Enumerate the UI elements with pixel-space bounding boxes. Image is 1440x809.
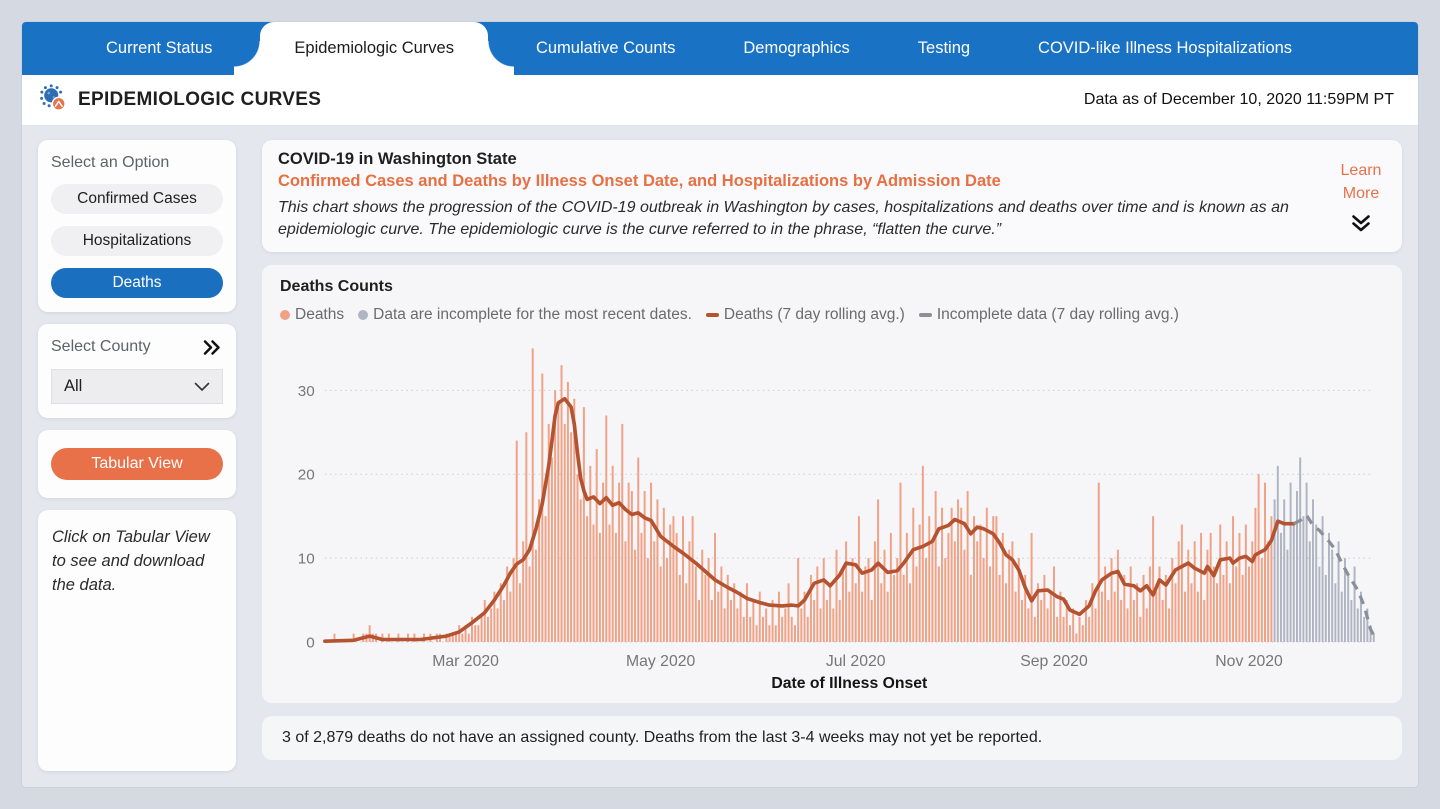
- tabular-view-button[interactable]: Tabular View: [51, 448, 223, 480]
- svg-text:Nov 2020: Nov 2020: [1215, 653, 1283, 670]
- county-selector-card: Select County All: [38, 324, 236, 418]
- select-option-label: Select an Option: [51, 154, 170, 171]
- legend-item: Data are incomplete for the most recent …: [358, 306, 692, 324]
- tab-epidemiologic-curves[interactable]: Epidemiologic Curves: [234, 22, 514, 75]
- legend-item: Deaths: [280, 306, 344, 324]
- page-header: EPIDEMIOLOGIC CURVES Data as of December…: [22, 75, 1418, 126]
- svg-text:20: 20: [298, 467, 315, 484]
- tab-cumulative-counts[interactable]: Cumulative Counts: [535, 39, 676, 57]
- tab-demographics[interactable]: Demographics: [743, 39, 850, 57]
- tab-current-status[interactable]: Current Status: [106, 39, 213, 57]
- chart-footnote: 3 of 2,879 deaths do not have an assigne…: [262, 715, 1402, 760]
- svg-text:Sep 2020: Sep 2020: [1020, 653, 1088, 670]
- svg-text:Mar 2020: Mar 2020: [432, 653, 499, 670]
- legend-item: Deaths (7 day rolling avg.): [705, 306, 905, 324]
- chevron-down-icon: [194, 382, 210, 392]
- double-chevron-right-icon[interactable]: [202, 339, 223, 356]
- dashboard-window: Current Status Epidemiologic Curves Cumula…: [22, 22, 1418, 787]
- svg-text:10: 10: [298, 551, 315, 568]
- chart-title: Deaths Counts: [280, 277, 393, 295]
- report-subtitle: Confirmed Cases and Deaths by Illness On…: [278, 172, 1001, 190]
- sidebar: Select an Option Confirmed Cases Hospital…: [38, 140, 236, 771]
- data-as-of-label: Data as of December 10, 2020 11:59PM PT: [1083, 91, 1394, 108]
- legend-item: Incomplete data (7 day rolling avg.): [918, 306, 1179, 324]
- svg-text:30: 30: [298, 383, 315, 400]
- svg-text:Jul 2020: Jul 2020: [826, 653, 886, 670]
- select-county-label: Select County: [51, 338, 151, 355]
- tab-testing[interactable]: Testing: [917, 39, 971, 57]
- report-title: COVID-19 in Washington State: [278, 150, 517, 168]
- metric-selector-card: Select an Option Confirmed Cases Hospital…: [38, 140, 236, 312]
- county-dropdown[interactable]: All: [51, 369, 223, 404]
- option-deaths[interactable]: Deaths: [51, 268, 223, 298]
- double-chevron-down-icon[interactable]: [1350, 214, 1372, 233]
- legend-line-icon: [705, 313, 719, 317]
- option-hospitalizations[interactable]: Hospitalizations: [51, 226, 223, 256]
- report-description: This chart shows the progression of the …: [278, 199, 1289, 239]
- top-nav: Current Status Epidemiologic Curves Cumula…: [22, 22, 1418, 75]
- svg-text:Date of Illness Onset: Date of Illness Onset: [771, 675, 928, 692]
- legend-line-icon: [918, 313, 932, 317]
- deaths-chart-card: Deaths Counts Deaths Data are incomplete …: [262, 264, 1402, 703]
- tabular-view-card: Tabular View: [38, 430, 236, 498]
- svg-text:May 2020: May 2020: [626, 653, 696, 670]
- virus-icon: [38, 83, 68, 118]
- tab-covid-like-illness-hospitalizations[interactable]: COVID-like Illness Hospitalizations: [1038, 39, 1293, 57]
- county-dropdown-value: All: [64, 377, 83, 395]
- chart-header-card: COVID-19 in Washington State Confirmed C…: [262, 140, 1402, 252]
- legend-dot-icon: [280, 309, 290, 320]
- page-title: EPIDEMIOLOGIC CURVES: [78, 89, 322, 110]
- learn-more-button[interactable]: Learn More: [1330, 150, 1392, 242]
- learn-more-label: Learn More: [1340, 162, 1382, 203]
- content-area: Select an Option Confirmed Cases Hospital…: [22, 126, 1418, 787]
- option-confirmed-cases[interactable]: Confirmed Cases: [51, 184, 223, 214]
- main-panel: COVID-19 in Washington State Confirmed C…: [262, 140, 1402, 771]
- brand: EPIDEMIOLOGIC CURVES: [38, 83, 321, 118]
- sidebar-note: Click on Tabular View to see and downloa…: [38, 510, 236, 771]
- svg-text:0: 0: [306, 634, 314, 651]
- epi-curve-chart[interactable]: 0 10 20 30 Mar 2020 May 2020 Jul 2020 Sep 2020 N…: [276, 326, 1388, 699]
- chart-legend: Deaths Data are incomplete for the most r…: [280, 306, 1388, 324]
- legend-dot-icon: [358, 309, 369, 320]
